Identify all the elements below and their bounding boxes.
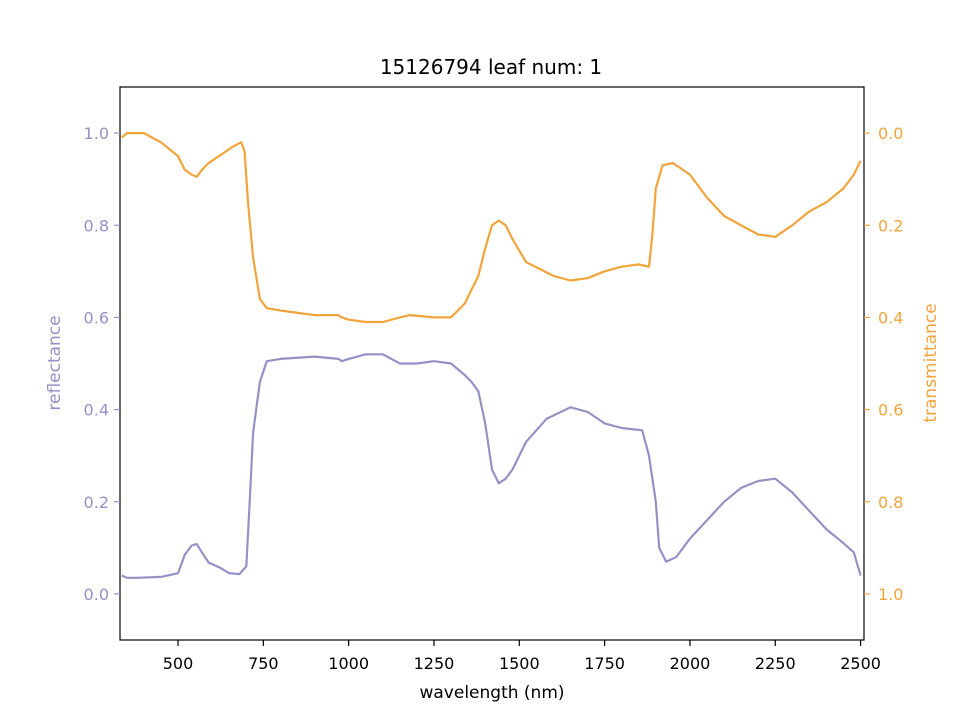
x-tick-label: 500 <box>163 654 194 673</box>
reflectance-line <box>121 353 862 579</box>
left-axis-title: reflectance <box>45 315 65 410</box>
x-tick-label: 1250 <box>414 654 455 673</box>
right-axis-title: transmittance <box>921 303 941 422</box>
x-tick-label: 2500 <box>840 654 881 673</box>
right-y-tick-label: 1.0 <box>878 585 903 604</box>
left-y-tick-label: 1.0 <box>84 124 109 143</box>
right-y-tick-label: 0.0 <box>878 124 903 143</box>
right-y-tick-label: 0.2 <box>878 216 903 235</box>
axis-layer: 500 750 1000 1250 1500 1750 2000 2250 2500 0.0 0.2… <box>84 124 904 673</box>
chart-title: 15126794 leaf num: 1 <box>380 55 602 79</box>
transmittance-line <box>120 132 862 324</box>
x-tick-label: 1000 <box>328 654 369 673</box>
right-y-tick-label: 0.6 <box>878 401 903 420</box>
right-y-tick-label: 0.4 <box>878 308 903 327</box>
x-tick-label: 1500 <box>499 654 540 673</box>
x-tick-label: 750 <box>248 654 279 673</box>
x-tick-label: 2250 <box>755 654 796 673</box>
left-y-tick-label: 0.6 <box>84 308 109 327</box>
x-tick-label: 1750 <box>584 654 625 673</box>
right-y-tick-label: 0.8 <box>878 493 903 512</box>
x-tick-label: 2000 <box>670 654 711 673</box>
plot-frame <box>119 86 865 641</box>
left-y-tick-label: 0.4 <box>84 401 109 420</box>
x-axis-title: wavelength (nm) <box>419 683 564 703</box>
left-y-tick-label: 0.2 <box>84 493 109 512</box>
series-layer <box>120 132 862 579</box>
left-y-tick-label: 0.0 <box>84 585 109 604</box>
left-y-tick-label: 0.8 <box>84 216 109 235</box>
